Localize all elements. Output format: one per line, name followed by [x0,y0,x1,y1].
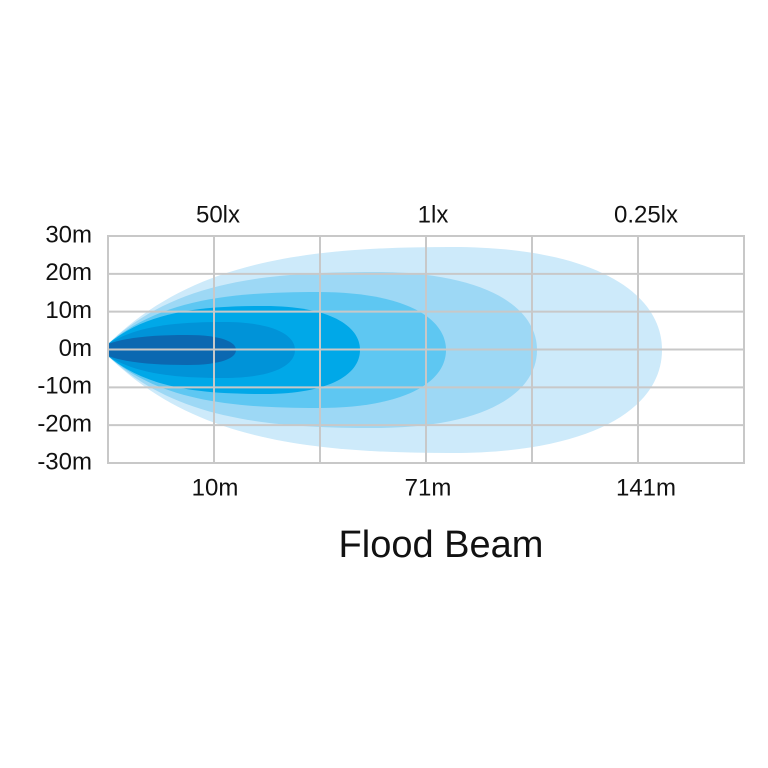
y-label: 10m [45,297,92,324]
lux-label: 1lx [418,201,449,228]
distance-label: 141m [616,474,676,501]
distance-label: 10m [192,474,239,501]
lux-label: 50lx [196,201,240,228]
grid [107,235,745,464]
lux-label: 0.25lx [614,201,678,228]
y-label: 0m [59,335,92,362]
y-label: 30m [45,221,92,248]
y-label: -20m [37,411,92,438]
diagram-title: Flood Beam [339,524,544,566]
labels: 30m 20m 10m 0m -10m -20m -30m 50lx 1lx 0.25lx 10m 7… [37,201,678,501]
y-label: -30m [37,448,92,475]
y-label: 20m [45,259,92,286]
distance-label: 71m [405,474,452,501]
y-label: -10m [37,373,92,400]
